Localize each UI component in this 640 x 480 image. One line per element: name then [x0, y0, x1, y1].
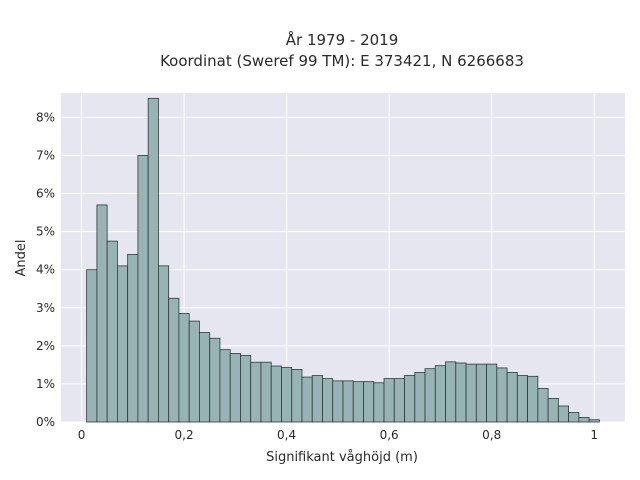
histogram-bar	[158, 265, 170, 423]
histogram-bar	[199, 332, 211, 423]
chart-title-line-1: År 1979 - 2019	[286, 30, 399, 49]
histogram-bar	[137, 155, 149, 423]
histogram-bar	[96, 204, 108, 423]
histogram-bar	[547, 397, 559, 423]
histogram-bar	[434, 365, 446, 423]
histogram-bar	[383, 378, 395, 423]
histogram-bar	[445, 361, 457, 423]
histogram-bar	[424, 368, 436, 423]
histogram-bar	[229, 353, 241, 423]
histogram-bar	[260, 361, 272, 423]
histogram-bar	[301, 376, 313, 423]
histogram-bar	[127, 254, 139, 423]
histogram-bar	[486, 363, 498, 423]
histogram-bar	[147, 97, 159, 423]
histogram-bar	[342, 380, 354, 423]
histogram-bar	[209, 337, 221, 423]
histogram-bar	[178, 313, 190, 423]
y-tick-label: 7%	[36, 148, 55, 162]
histogram-bar	[352, 381, 364, 423]
histogram-bar	[414, 372, 426, 423]
histogram-bar	[404, 375, 416, 423]
histogram-bar	[455, 362, 467, 423]
y-tick-label: 4%	[36, 263, 55, 277]
histogram-bar	[188, 320, 200, 423]
histogram-bar	[168, 297, 180, 423]
histogram-bar	[311, 375, 323, 423]
histogram-bar	[475, 363, 487, 423]
y-tick-label: 8%	[36, 110, 55, 124]
histogram-bar	[496, 367, 508, 423]
histogram-bar	[578, 417, 590, 423]
histogram-bar	[465, 363, 477, 423]
x-axis-label: Signifikant våghöjd (m)	[266, 450, 418, 465]
histogram-bar	[537, 388, 549, 423]
histogram-bar	[527, 375, 539, 423]
histogram-bars	[86, 97, 600, 423]
chart-title-line-2: Koordinat (Sweref 99 TM): E 373421, N 62…	[160, 52, 524, 70]
histogram-bar	[588, 419, 600, 423]
histogram-bar	[270, 365, 282, 423]
histogram-bar	[291, 369, 303, 423]
x-tick-label: 0,8	[482, 428, 501, 442]
histogram-bar	[393, 378, 405, 423]
y-tick-label: 5%	[36, 225, 55, 239]
x-tick-label: 0,6	[380, 428, 399, 442]
y-tick-label: 6%	[36, 187, 55, 201]
x-tick-label: 0,2	[175, 428, 194, 442]
histogram-bar	[106, 240, 118, 423]
x-tick-label: 1	[590, 428, 598, 442]
y-tick-label: 0%	[36, 415, 55, 429]
histogram-bar	[281, 367, 293, 423]
y-tick-label: 1%	[36, 377, 55, 391]
histogram-bar	[516, 375, 528, 423]
histogram-bar	[86, 269, 98, 423]
histogram-bar	[373, 382, 385, 423]
y-axis-label: Andel	[14, 240, 29, 277]
x-tick-label: 0	[78, 428, 86, 442]
histogram-bar	[568, 412, 580, 423]
y-tick-label: 2%	[36, 339, 55, 353]
histogram-bar	[219, 349, 231, 423]
y-axis-ticks: 0% 1% 2% 3% 4% 5% 6% 7% 8%	[36, 110, 55, 429]
histogram-bar	[506, 372, 518, 423]
x-tick-label: 0,4	[277, 428, 296, 442]
x-axis-ticks: 0 0,2 0,4 0,6 0,8 1	[78, 428, 598, 442]
y-tick-label: 3%	[36, 301, 55, 315]
histogram-bar	[117, 265, 129, 423]
histogram-bar	[322, 378, 334, 423]
histogram-bar	[363, 381, 375, 423]
histogram-bar	[332, 380, 344, 423]
histogram-bar	[240, 354, 252, 423]
histogram-bar	[250, 361, 262, 423]
histogram-bar	[557, 405, 570, 423]
